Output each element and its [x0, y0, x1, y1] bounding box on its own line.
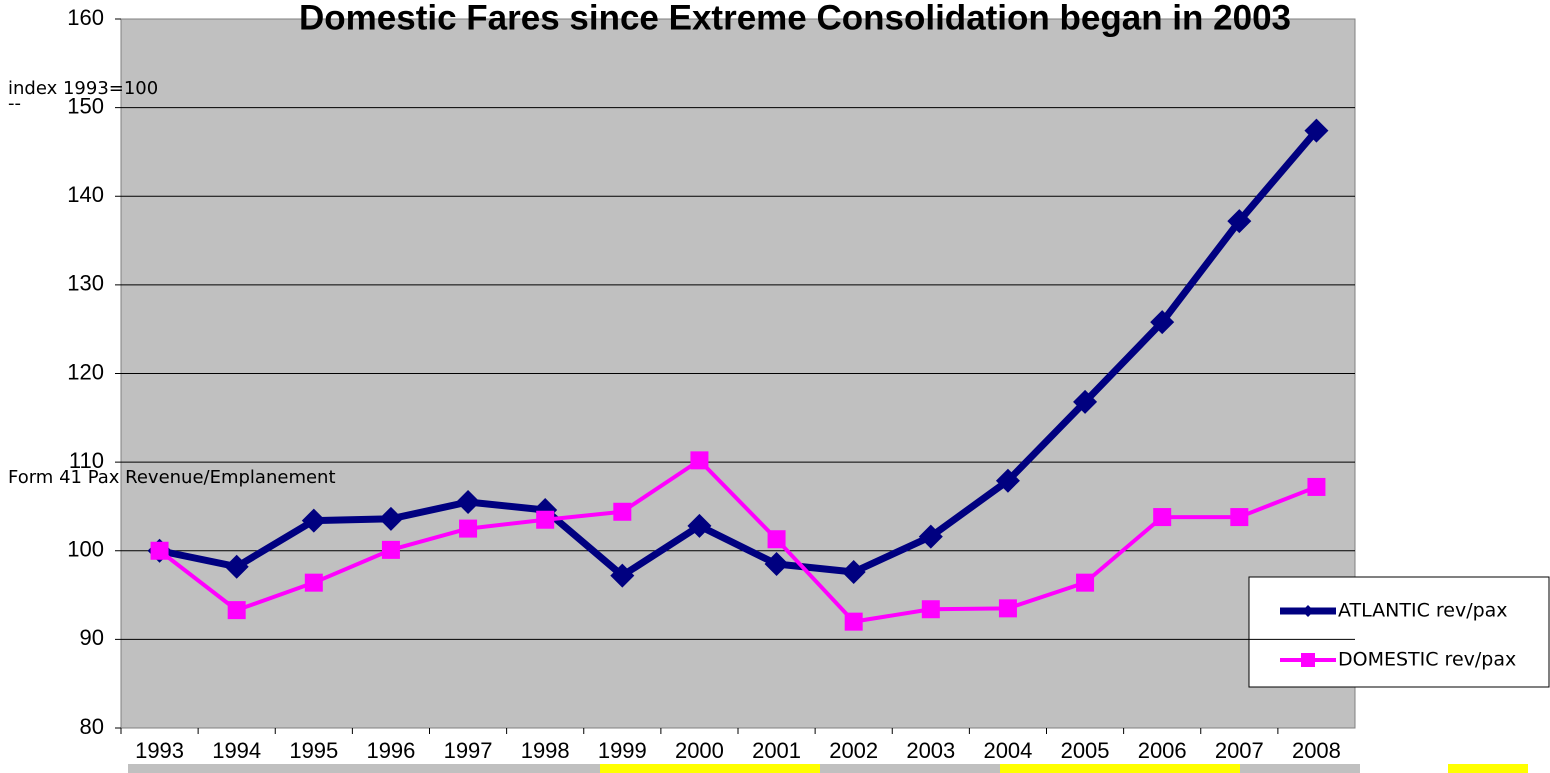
x-tick-label: 2001 [752, 738, 801, 763]
marker [1307, 477, 1326, 496]
marker [301, 508, 326, 533]
x-tick-label: 1996 [366, 738, 415, 763]
marker [381, 540, 400, 559]
x-tick-label: 2003 [906, 738, 955, 763]
decoration [1448, 764, 1528, 773]
x-tick-label: 1994 [212, 738, 261, 763]
decoration [820, 764, 1000, 773]
x-tick-label: 1998 [521, 738, 570, 763]
x-tick-label: 2007 [1215, 738, 1264, 763]
decoration [1000, 764, 1240, 773]
decoration [128, 764, 600, 773]
y-tick-label: 130 [67, 271, 104, 296]
marker [764, 552, 789, 577]
y-tick-label: 140 [67, 182, 104, 207]
x-tick-label: 2006 [1138, 738, 1187, 763]
annotation: Form 41 Pax Revenue/Emplanement [8, 467, 336, 488]
marker [1227, 209, 1252, 234]
y-tick-label: 120 [67, 359, 104, 384]
series-line [158, 458, 1318, 624]
marker [998, 599, 1017, 618]
x-tick-label: 1997 [444, 738, 493, 763]
marker [150, 541, 169, 560]
marker [767, 530, 786, 549]
marker [456, 490, 481, 515]
marker [687, 513, 712, 538]
marker [1150, 310, 1175, 335]
marker [224, 554, 249, 579]
x-tick-label: 2005 [1061, 738, 1110, 763]
marker [921, 600, 940, 619]
y-tick-label: 110 [69, 448, 104, 473]
legend [1248, 576, 1550, 688]
marker [995, 468, 1020, 493]
chart-title: Domestic Fares since Extreme Consolidati… [299, 0, 1291, 37]
y-tick-label: 80 [80, 714, 104, 739]
marker [304, 573, 323, 592]
y-tick-label: 90 [80, 625, 104, 650]
legend-label: ATLANTIC rev/pax [1338, 600, 1508, 622]
marker [610, 563, 635, 588]
marker [1301, 653, 1315, 667]
x-tick-label: 2002 [829, 738, 878, 763]
marker [841, 560, 866, 585]
marker [227, 601, 246, 620]
marker [378, 506, 403, 531]
marker [690, 451, 709, 470]
x-tick-label: 2004 [983, 738, 1032, 763]
marker [1302, 605, 1314, 617]
marker [844, 612, 863, 631]
decoration [600, 764, 820, 773]
marker [613, 502, 632, 521]
y-tick-label: 150 [67, 93, 104, 118]
x-tick-label: 2008 [1292, 738, 1341, 763]
marker [459, 519, 478, 538]
annotation: index 1993=100 [8, 78, 158, 99]
x-tick-label: 1993 [135, 738, 184, 763]
y-tick-label: 160 [67, 5, 104, 30]
marker [1230, 508, 1249, 527]
marker [1073, 389, 1098, 414]
marker [536, 510, 555, 529]
annotation: -- [8, 93, 21, 114]
marker [1153, 508, 1172, 527]
marker [1076, 573, 1095, 592]
y-tick-label: 100 [67, 537, 104, 562]
decoration [1240, 764, 1360, 773]
x-tick-label: 2000 [675, 738, 724, 763]
marker [1304, 118, 1329, 143]
marker [918, 524, 943, 549]
x-tick-label: 1995 [289, 738, 338, 763]
x-tick-label: 1999 [598, 738, 647, 763]
legend-label: DOMESTIC rev/pax [1338, 649, 1516, 671]
series-line [158, 128, 1320, 580]
